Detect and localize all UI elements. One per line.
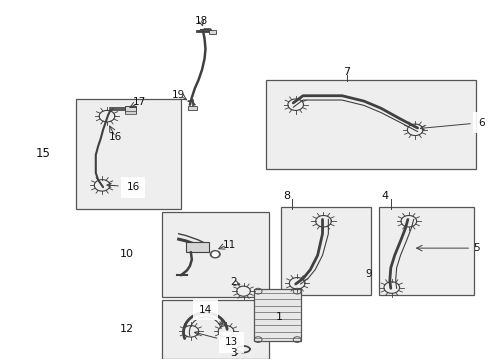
Text: 10: 10	[119, 248, 133, 258]
Text: 9: 9	[365, 269, 371, 279]
Text: 16: 16	[107, 182, 140, 192]
Bar	[254, 289, 300, 341]
Bar	[209, 30, 216, 35]
Bar	[281, 207, 370, 295]
Text: 13: 13	[194, 331, 238, 347]
Bar	[76, 99, 181, 209]
Bar	[125, 106, 136, 113]
Text: 14: 14	[199, 305, 223, 324]
Text: 4: 4	[381, 191, 387, 201]
Text: 2: 2	[230, 277, 237, 287]
Text: 3: 3	[230, 348, 237, 358]
Text: 12: 12	[119, 324, 133, 334]
Text: 5: 5	[472, 243, 478, 253]
Circle shape	[210, 251, 220, 258]
Text: 17: 17	[133, 97, 146, 107]
Bar	[266, 80, 475, 169]
Bar	[161, 212, 268, 297]
Text: 19: 19	[172, 90, 185, 100]
Text: 11: 11	[223, 239, 236, 249]
Text: 8: 8	[283, 191, 290, 201]
Text: 1: 1	[276, 312, 283, 322]
Circle shape	[212, 252, 218, 256]
Bar	[185, 242, 209, 252]
Text: 6: 6	[420, 118, 484, 130]
Bar	[188, 106, 197, 111]
Text: 7: 7	[343, 67, 350, 77]
Bar	[378, 207, 473, 295]
Text: 15: 15	[36, 147, 51, 159]
Text: 16: 16	[108, 132, 122, 142]
Text: 18: 18	[195, 17, 208, 27]
Bar	[125, 111, 136, 114]
Bar	[161, 300, 268, 359]
